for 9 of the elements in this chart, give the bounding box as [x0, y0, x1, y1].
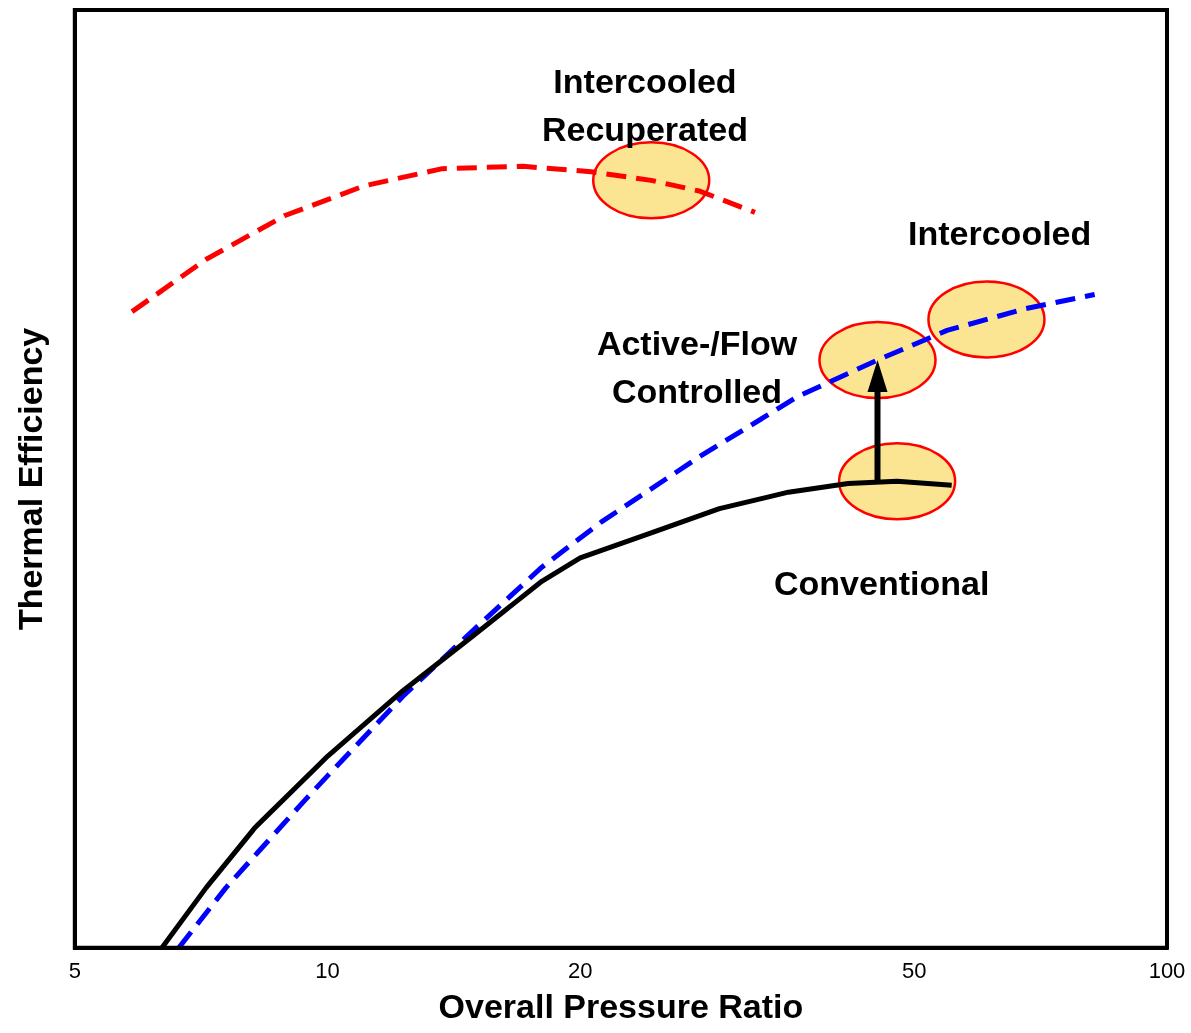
- x-axis-title: Overall Pressure Ratio: [438, 986, 804, 1025]
- x-tick-label: 5: [68, 958, 81, 984]
- x-tick-label: 100: [1148, 958, 1186, 984]
- y-axis-title: Thermal Efficiency: [10, 327, 49, 631]
- series-label: Intercooled Recuperated: [542, 61, 748, 148]
- x-tick-label: 10: [315, 958, 340, 984]
- x-tick-label: 20: [567, 958, 593, 984]
- x-tick-label: 50: [902, 958, 927, 984]
- series-label: Conventional: [774, 563, 990, 602]
